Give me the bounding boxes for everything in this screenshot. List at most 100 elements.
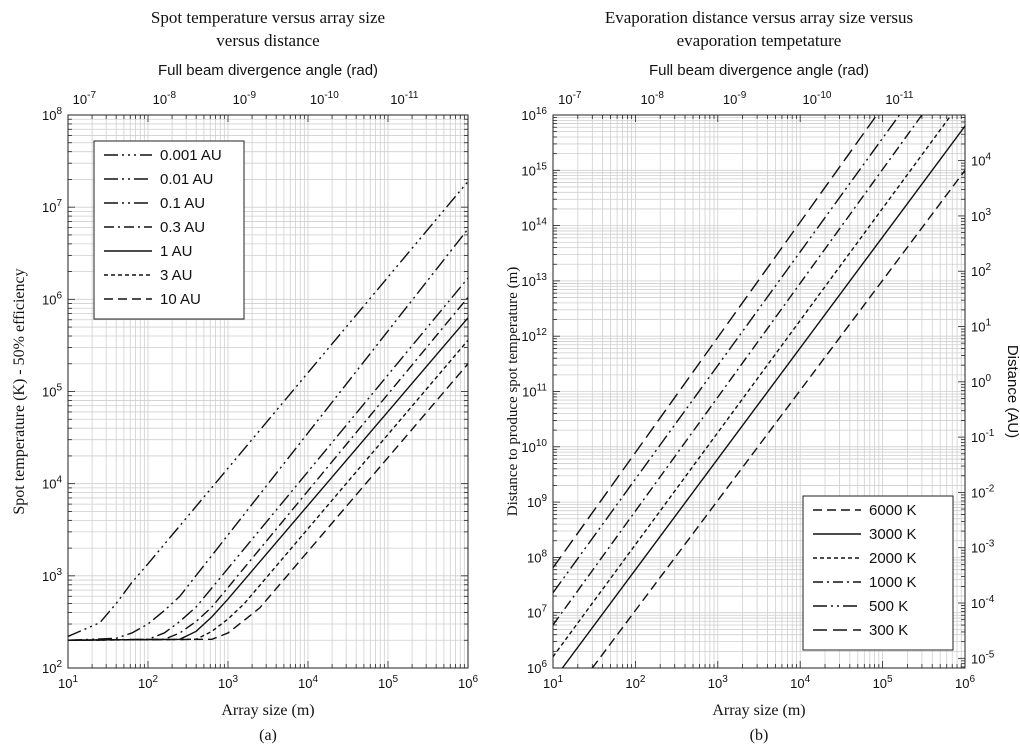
top-tick-label-exp: -10	[817, 90, 832, 101]
y-axis-label: Spot temperature (K) - 50% efficiency	[11, 268, 28, 514]
y-tick-label: 109	[527, 493, 547, 510]
y-tick-label: 1010	[521, 438, 547, 455]
top-tick-label: 10-10	[310, 90, 339, 107]
y-tick-label: 105	[42, 383, 62, 400]
x-tick-label: 101	[58, 674, 78, 691]
panel-caption: (b)	[750, 727, 769, 744]
y2-tick-label-exp: 4	[985, 152, 991, 163]
chart-title-line: versus distance	[216, 31, 319, 50]
top-tick-label-exp: -8	[655, 90, 664, 101]
y2-tick-label-base: 10	[971, 430, 985, 445]
y2-tick-label: 100	[971, 373, 991, 390]
top-axis-label: Full beam divergence angle (rad)	[649, 62, 869, 79]
top-tick-label-exp: -7	[87, 90, 96, 101]
top-tick-label-exp: -7	[573, 90, 582, 101]
y2-tick-label-base: 10	[971, 320, 985, 335]
y-tick-label: 107	[527, 604, 547, 621]
y-axis-label: Distance to produce spot temperature (m)	[505, 267, 521, 517]
y2-tick-label: 101	[971, 318, 991, 335]
x-tick-label-base: 10	[708, 676, 722, 691]
top-tick-label-exp: -9	[247, 90, 256, 101]
y-tick-label: 1016	[521, 106, 547, 123]
y-tick-label-exp: 2	[56, 659, 62, 670]
y2-tick-label-exp: 2	[985, 262, 991, 273]
y-tick-label: 106	[527, 659, 547, 676]
y-tick-label-base: 10	[527, 495, 541, 510]
x-tick-label-base: 10	[790, 676, 804, 691]
y-tick-label: 1011	[522, 383, 547, 400]
grid	[552, 115, 965, 669]
top-tick-label: 10-9	[233, 90, 257, 107]
top-tick-label-exp: -9	[737, 90, 746, 101]
legend-label: 3 AU	[160, 267, 193, 284]
x-tick-label-base: 10	[543, 676, 557, 691]
y2-tick-label-base: 10	[971, 154, 985, 169]
y2-tick-label-base: 10	[971, 264, 985, 279]
y-tick-label: 107	[42, 198, 62, 215]
y-tick-label: 106	[42, 290, 62, 307]
y-tick-label-exp: 10	[536, 438, 548, 449]
x-tick-label-base: 10	[58, 676, 72, 691]
top-tick-label: 10-8	[153, 90, 177, 107]
y-tick-label-base: 10	[42, 661, 56, 676]
top-tick-label: 10-7	[73, 90, 97, 107]
chart-title-line: evaporation tempetature	[677, 31, 842, 50]
series-line-1000-k	[553, 115, 923, 626]
top-tick-label: 10-10	[803, 90, 832, 107]
legend: 0.001 AU 0.01 AU 0.1 AU 0.3 AU 1 AU 3 AU 10 AU	[93, 140, 245, 320]
x-tick-label: 105	[873, 674, 893, 691]
y2-tick-label: 10-2	[971, 483, 995, 500]
y-tick-label-base: 10	[42, 200, 56, 215]
y2-tick-label-exp: -3	[985, 539, 994, 550]
x-tick-label-base: 10	[625, 676, 639, 691]
x-tick-label-exp: 6	[969, 674, 975, 685]
y2-tick-label-exp: 0	[985, 373, 991, 384]
top-tick-label: 10-11	[390, 90, 419, 107]
series-line-500-k	[553, 115, 900, 594]
y-tick-label: 1012	[521, 327, 547, 344]
x-tick-label-base: 10	[458, 676, 472, 691]
y-tick-label-base: 10	[521, 163, 535, 178]
top-tick-label-base: 10	[803, 92, 817, 107]
y-tick-label-exp: 12	[536, 327, 548, 338]
series-line-0-1-au	[68, 277, 468, 641]
series-line-10-au	[68, 363, 468, 641]
y2-tick-label: 102	[971, 262, 991, 279]
y2-tick-label-base: 10	[971, 596, 985, 611]
x-tick-label: 104	[298, 674, 318, 691]
y2-tick-label-base: 10	[971, 485, 985, 500]
legend-label: 1 AU	[160, 243, 193, 260]
y2-tick-label: 10-3	[971, 539, 995, 556]
x-tick-label-exp: 4	[312, 674, 318, 685]
y-tick-label-base: 10	[521, 440, 535, 455]
x-tick-label: 106	[458, 674, 478, 691]
top-tick-label-exp: -11	[900, 90, 914, 101]
series-line-300-k	[553, 115, 878, 569]
legend-label: 0.3 AU	[160, 219, 205, 236]
legend-label: 0.001 AU	[160, 147, 222, 164]
series-line-1-au	[68, 317, 468, 641]
top-tick-label-base: 10	[641, 92, 655, 107]
x-tick-label-exp: 5	[392, 674, 398, 685]
legend: 6000 K 3000 K 2000 K 1000 K 500 K 300 K	[802, 495, 954, 651]
y-tick-label-base: 10	[42, 477, 56, 492]
y-tick-label-exp: 16	[536, 106, 548, 117]
x-tick-label-exp: 4	[805, 674, 811, 685]
x-tick-label-base: 10	[955, 676, 969, 691]
x-tick-label-exp: 2	[640, 674, 646, 685]
top-axis-label: Full beam divergence angle (rad)	[158, 62, 378, 79]
y-tick-label-exp: 13	[536, 272, 548, 283]
series-line-3000-k	[561, 125, 965, 668]
y-tick-label-base: 10	[527, 661, 541, 676]
y-tick-label-exp: 15	[536, 161, 548, 172]
y-tick-label-exp: 4	[56, 475, 62, 486]
y-tick-label-exp: 6	[541, 659, 547, 670]
x-tick-label: 104	[790, 674, 810, 691]
legend-label: 0.01 AU	[160, 171, 213, 188]
x-tick-label-exp: 1	[72, 674, 78, 685]
x-tick-label: 105	[378, 674, 398, 691]
y2-tick-label-exp: 3	[985, 207, 991, 218]
y-tick-label-base: 10	[521, 219, 535, 234]
